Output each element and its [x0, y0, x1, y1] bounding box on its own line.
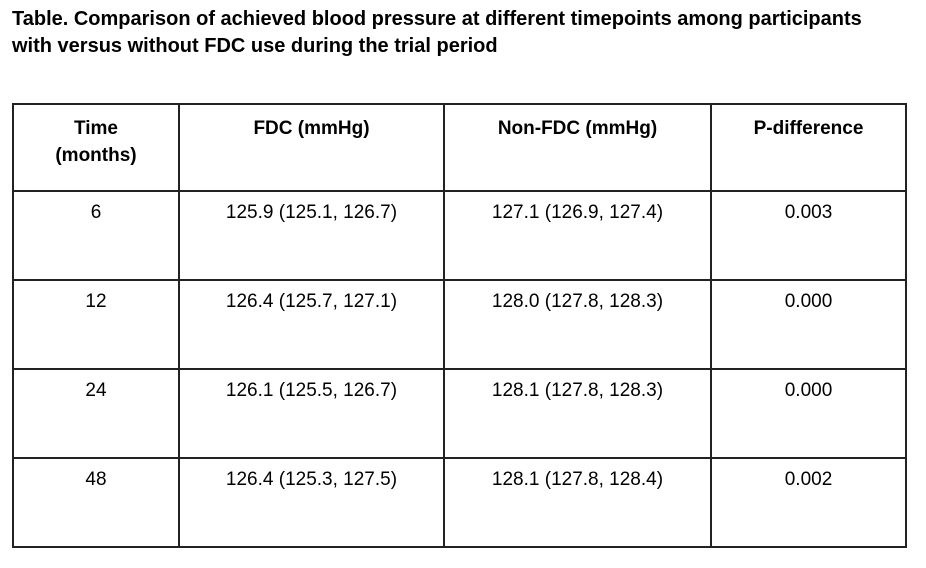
cell-time: 48: [12, 457, 180, 548]
cell-non-fdc: 127.1 (126.9, 127.4): [443, 190, 712, 281]
table-row: 12 126.4 (125.7, 127.1) 128.0 (127.8, 12…: [12, 279, 907, 370]
cell-time: 24: [12, 368, 180, 459]
table-title: Table. Comparison of achieved blood pres…: [12, 8, 862, 57]
column-header-time: Time (months): [12, 103, 180, 192]
cell-non-fdc: 128.0 (127.8, 128.3): [443, 279, 712, 370]
cell-p-value: 0.000: [710, 368, 907, 459]
cell-fdc: 125.9 (125.1, 126.7): [178, 190, 445, 281]
blood-pressure-table: Time (months) FDC (mmHg) Non-FDC (mmHg) …: [12, 103, 907, 548]
table-row: 24 126.1 (125.5, 126.7) 128.1 (127.8, 12…: [12, 368, 907, 459]
cell-time: 6: [12, 190, 180, 281]
cell-p-value: 0.003: [710, 190, 907, 281]
table-row: 48 126.4 (125.3, 127.5) 128.1 (127.8, 12…: [12, 457, 907, 548]
column-header-non-fdc: Non-FDC (mmHg): [443, 103, 712, 192]
cell-fdc: 126.1 (125.5, 126.7): [178, 368, 445, 459]
table-header-row: Time (months) FDC (mmHg) Non-FDC (mmHg) …: [12, 103, 907, 192]
cell-time: 12: [12, 279, 180, 370]
cell-non-fdc: 128.1 (127.8, 128.3): [443, 368, 712, 459]
column-header-p-difference: P-difference: [710, 103, 907, 192]
column-header-fdc: FDC (mmHg): [178, 103, 445, 192]
cell-p-value: 0.000: [710, 279, 907, 370]
cell-p-value: 0.002: [710, 457, 907, 548]
cell-fdc: 126.4 (125.7, 127.1): [178, 279, 445, 370]
table-row: 6 125.9 (125.1, 126.7) 127.1 (126.9, 127…: [12, 190, 907, 281]
cell-fdc: 126.4 (125.3, 127.5): [178, 457, 445, 548]
cell-non-fdc: 128.1 (127.8, 128.4): [443, 457, 712, 548]
